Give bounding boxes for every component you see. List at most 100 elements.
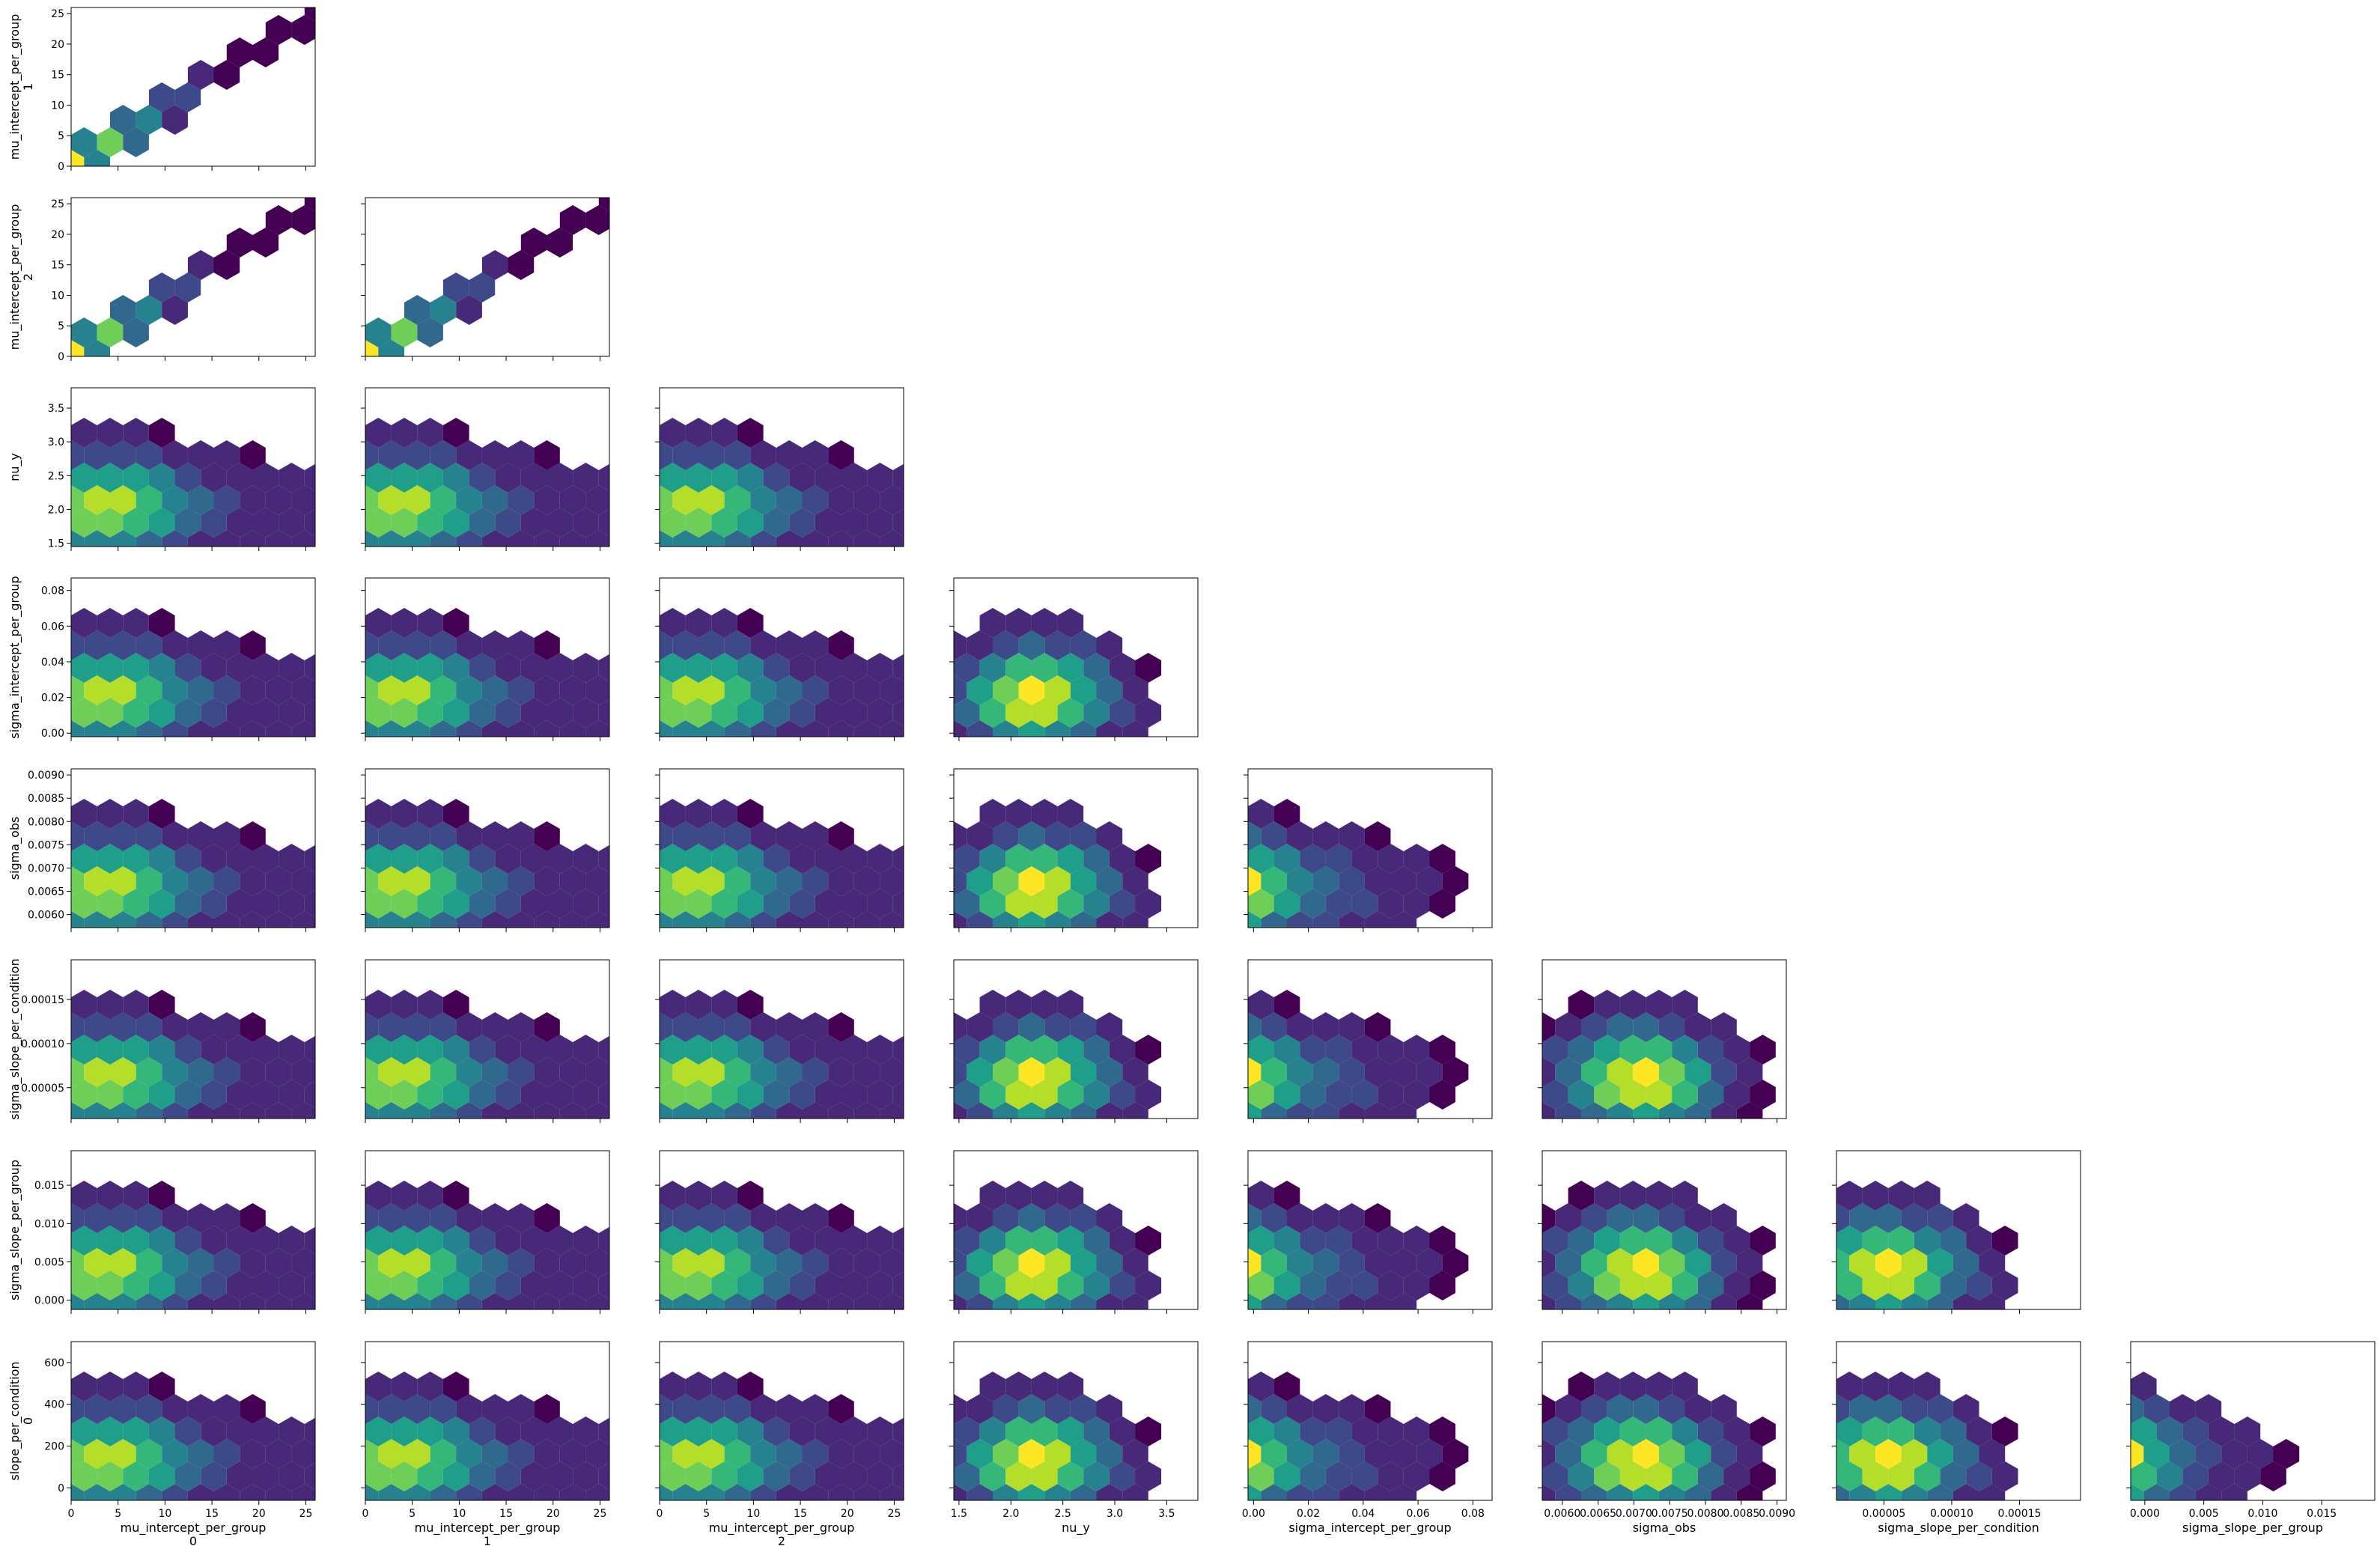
- hexbin-cell: [1005, 1080, 1032, 1110]
- hexbin-cell: [187, 1012, 214, 1042]
- hexbin-cell: [1096, 1012, 1123, 1042]
- hexbin-cell: [1914, 1461, 1941, 1491]
- panel-frame: [659, 387, 904, 547]
- hexbin-cell: [1312, 866, 1339, 896]
- hexbin-cell: [378, 1012, 404, 1042]
- hexbin-cell: [148, 273, 175, 302]
- x-axis-sublabel: 0: [189, 1534, 197, 1548]
- hexbin-cell: [404, 911, 430, 928]
- hexbin-cell: [1248, 911, 1261, 928]
- hexbin-cell: [1619, 1181, 1646, 1211]
- hexbin-cell: [954, 1203, 967, 1233]
- y-tick-label: 600: [44, 1357, 64, 1369]
- x-axis-label: sigma_slope_per_condition: [1878, 1521, 2039, 1536]
- y-tick-label: 0.0085: [28, 793, 64, 805]
- hexbin-cell: [495, 889, 521, 919]
- hexbin-cell: [776, 821, 803, 851]
- hexbin-cell: [1849, 1248, 1875, 1278]
- hexbin-cell: [802, 675, 829, 705]
- x-axis-label: sigma_slope_per_group: [2182, 1521, 2323, 1536]
- hexbin-cell: [365, 844, 392, 874]
- hexbin-cell: [880, 485, 904, 515]
- y-tick-label: 3.5: [48, 403, 64, 415]
- hexbin-cell: [954, 1461, 980, 1491]
- hexbin-cell: [1736, 1484, 1763, 1500]
- hexbin-cell: [979, 608, 1006, 638]
- hexbin-cell: [123, 1080, 149, 1110]
- hexbin-cell: [1684, 1394, 1711, 1424]
- hexbin-layer: [365, 990, 609, 1119]
- hexbin-cell: [841, 698, 868, 728]
- hexbin-cell: [1057, 990, 1084, 1020]
- hexbin-cell: [97, 799, 124, 829]
- hexbin-cell: [84, 1057, 110, 1087]
- hexbin-cell: [1287, 1394, 1313, 1424]
- hexbin-cell: [213, 911, 240, 928]
- hexbin-cell: [892, 699, 904, 727]
- hexbin-cell: [1044, 1439, 1071, 1469]
- hexbin-cell: [892, 1417, 904, 1446]
- hexbin-cell: [1312, 1203, 1339, 1233]
- hexbin-cell: [71, 1416, 97, 1446]
- hexbin-cell: [240, 821, 266, 851]
- hexbin-cell: [430, 1293, 457, 1309]
- hexbin-cell: [776, 720, 803, 737]
- hexbin-cell: [71, 653, 97, 683]
- hexbin-cell: [404, 630, 430, 660]
- hexbin-cell: [660, 799, 686, 829]
- hexbin-cell: [365, 440, 379, 470]
- hexbin-cell: [97, 127, 124, 157]
- hexbin-cell: [508, 440, 535, 470]
- hexbin-cell: [174, 1080, 201, 1110]
- hexbin-cell: [291, 866, 315, 896]
- hexbin-cell: [559, 911, 586, 928]
- hexbin-cell: [711, 844, 737, 874]
- hexbin-cell: [430, 1012, 457, 1042]
- hexbin-cell: [187, 485, 214, 515]
- hexbin-cell: [880, 1057, 904, 1087]
- hexbin-cell: [660, 844, 686, 874]
- hexbin-cell: [1300, 844, 1326, 874]
- hexbin-cell: [1057, 653, 1084, 683]
- hexbin-cell: [1750, 1226, 1776, 1256]
- hexbin-cell: [240, 1293, 266, 1309]
- hexbin-cell: [71, 440, 85, 470]
- hexbin-cell: [660, 1226, 686, 1256]
- panel-frame: [659, 768, 904, 928]
- hexbin-cell: [711, 1461, 737, 1491]
- hexbin-cell: [880, 675, 904, 705]
- hexbin-cell: [1966, 1416, 1992, 1446]
- hexbin-cell: [559, 205, 586, 235]
- hexbin-cell: [1888, 1461, 1914, 1491]
- hexbin-cell: [1633, 1203, 1659, 1233]
- hexbin-cell: [841, 508, 868, 538]
- hexbin-cell: [685, 1372, 712, 1402]
- hexbin-cell: [1070, 1012, 1097, 1042]
- hexbin-cell: [1005, 844, 1032, 874]
- hexbin-cell: [711, 608, 737, 638]
- hexbin-cell: [1750, 1035, 1776, 1065]
- hexbin-cell: [672, 821, 699, 851]
- hexbin-cell: [495, 1226, 521, 1256]
- hexbin-cell: [1672, 1461, 1698, 1491]
- hexbin-cell: [1339, 1293, 1365, 1309]
- hexbin-cell: [391, 1035, 418, 1065]
- hexbin-cell: [534, 485, 560, 515]
- y-axis-label: sigma_slope_per_condition: [7, 958, 22, 1119]
- hexbin-cell: [1364, 1203, 1391, 1233]
- hexbin-cell: [187, 720, 214, 737]
- hexbin-cell: [828, 675, 854, 705]
- hexbin-cell: [404, 1484, 430, 1500]
- hexbin-cell: [84, 1012, 110, 1042]
- hexbin-cell: [1711, 1057, 1737, 1087]
- hexbin-cell: [71, 799, 97, 829]
- hexbin-cell: [1836, 1416, 1863, 1446]
- hexbin-cell: [711, 1270, 737, 1300]
- hexbin-cell: [240, 1057, 266, 1087]
- hexbin-cell: [240, 1012, 266, 1042]
- hexbin-cell: [993, 911, 1019, 928]
- hexbin-cell: [672, 675, 699, 705]
- hexbin-cell: [391, 698, 418, 728]
- hexbin-cell: [71, 1248, 85, 1278]
